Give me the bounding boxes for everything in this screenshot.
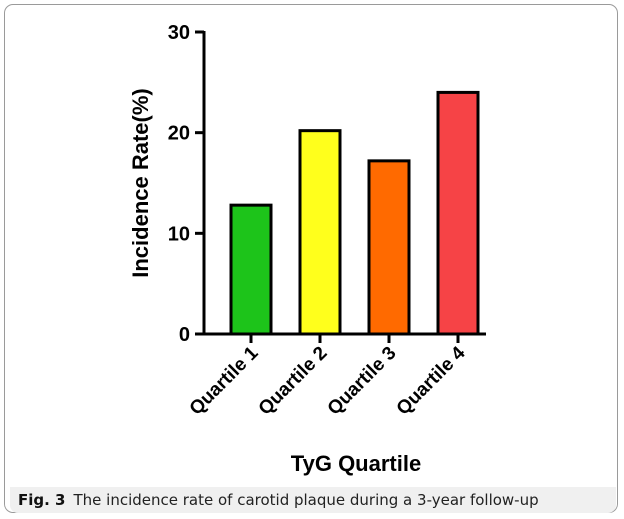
bar-4	[436, 90, 480, 336]
x-tick-label-1: Quartile 1	[186, 342, 263, 419]
bar-2	[298, 129, 342, 336]
y-axis-label: Incidence Rate(%)	[128, 88, 153, 278]
caption-text: The incidence rate of carotid plaque dur…	[73, 491, 539, 509]
y-axis: 0 10 20 30	[168, 22, 206, 346]
figure-caption: Fig. 3 The incidence rate of carotid plaq…	[10, 487, 616, 513]
x-axis-label: TyG Quartile	[291, 451, 421, 476]
x-tick-label-3: Quartile 3	[324, 343, 401, 420]
x-tick-label-4: Quartile 4	[393, 342, 470, 419]
y-tick-label-1: 10	[168, 223, 190, 245]
bars	[229, 90, 480, 336]
bar-1	[229, 203, 273, 336]
bar-3	[367, 159, 411, 336]
y-tick-label-0: 0	[179, 324, 190, 346]
x-tick-label-2: Quartile 2	[255, 343, 332, 420]
y-tick-label-2: 20	[168, 123, 190, 145]
y-tick-label-3: 30	[168, 22, 190, 44]
caption-label: Fig. 3	[18, 491, 66, 509]
